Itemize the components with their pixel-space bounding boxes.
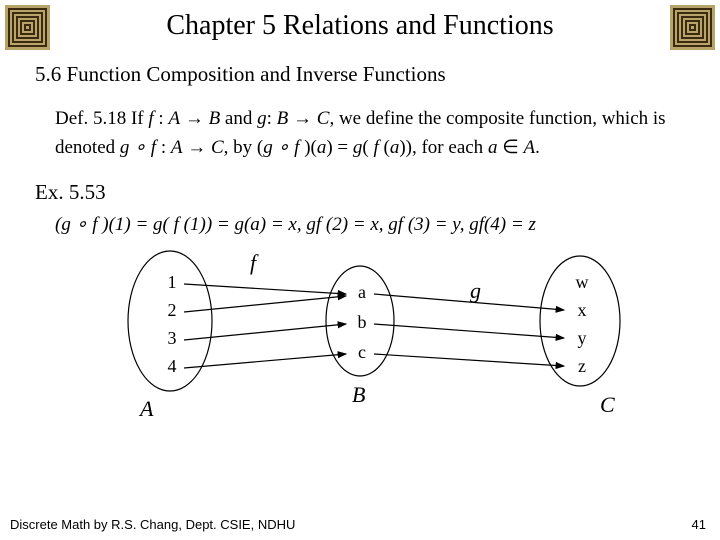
def-colon3: :: [156, 137, 171, 158]
def-paren2: ) =: [326, 137, 353, 158]
def-prefix: Def. 5.18 If: [55, 108, 148, 129]
def-g: g: [257, 108, 267, 129]
footer-text: Discrete Math by R.S. Chang, Dept. CSIE,…: [10, 517, 295, 532]
svg-text:1: 1: [168, 272, 177, 292]
def-colon1: :: [154, 108, 169, 129]
def-paren1: )(: [299, 137, 316, 158]
svg-text:x: x: [578, 300, 587, 320]
def-avar3: a: [488, 137, 498, 158]
def-period: .: [535, 137, 540, 158]
svg-text:a: a: [358, 282, 366, 302]
def-gcompf2: g ∘ f: [263, 137, 299, 158]
def-A2: A: [171, 137, 183, 158]
def-C2: C: [211, 137, 224, 158]
svg-text:4: 4: [168, 356, 177, 376]
def-avar: a: [317, 137, 327, 158]
svg-text:3: 3: [168, 328, 177, 348]
svg-text:f: f: [250, 250, 259, 275]
def-arrow1: →: [180, 108, 209, 129]
def-A3: A: [524, 137, 536, 158]
diagram-svg: 1 2 3 4 abc wxyz f g A B C: [40, 246, 680, 426]
def-colon2: :: [267, 108, 277, 129]
function-diagram: 1 2 3 4 abc wxyz f g A B C: [40, 246, 680, 426]
def-paren5: )), for each: [399, 137, 488, 158]
svg-text:g: g: [470, 278, 481, 303]
svg-text:B: B: [352, 382, 365, 407]
svg-text:2: 2: [168, 300, 177, 320]
def-C1: C: [317, 108, 330, 129]
svg-text:A: A: [138, 396, 154, 421]
def-gcompf: g ∘ f: [120, 137, 156, 158]
corner-decoration-right: [670, 5, 715, 50]
def-paren3: (: [362, 137, 373, 158]
def-B1: B: [209, 108, 221, 129]
svg-text:z: z: [578, 356, 586, 376]
def-arrow2: →: [288, 108, 317, 129]
def-in: ∈: [497, 137, 523, 158]
definition-text: Def. 5.18 If f : A → B and g: B → C, we …: [55, 105, 685, 162]
def-arrow3: →: [182, 137, 211, 158]
def-avar2: a: [390, 137, 400, 158]
def-paren4: (: [379, 137, 390, 158]
def-and: and: [220, 108, 257, 129]
def-gopen: g: [353, 137, 363, 158]
example-eq-text: (g ∘ f )(1) = g( f (1)) = g(a) = x, gf (…: [55, 214, 536, 235]
svg-text:C: C: [600, 392, 615, 417]
page-number: 41: [692, 517, 706, 532]
def-B2: B: [277, 108, 289, 129]
svg-text:w: w: [576, 272, 589, 292]
section-heading: 5.6 Function Composition and Inverse Fun…: [35, 62, 720, 87]
corner-decoration-left: [5, 5, 50, 50]
example-equation: (g ∘ f )(1) = g( f (1)) = g(a) = x, gf (…: [55, 213, 720, 236]
svg-text:c: c: [358, 342, 366, 362]
example-label: Ex. 5.53: [35, 180, 720, 205]
def-by: , by (: [224, 137, 264, 158]
svg-text:y: y: [578, 328, 587, 348]
svg-text:b: b: [358, 312, 367, 332]
def-A1: A: [168, 108, 180, 129]
page-title: Chapter 5 Relations and Functions: [0, 0, 720, 42]
